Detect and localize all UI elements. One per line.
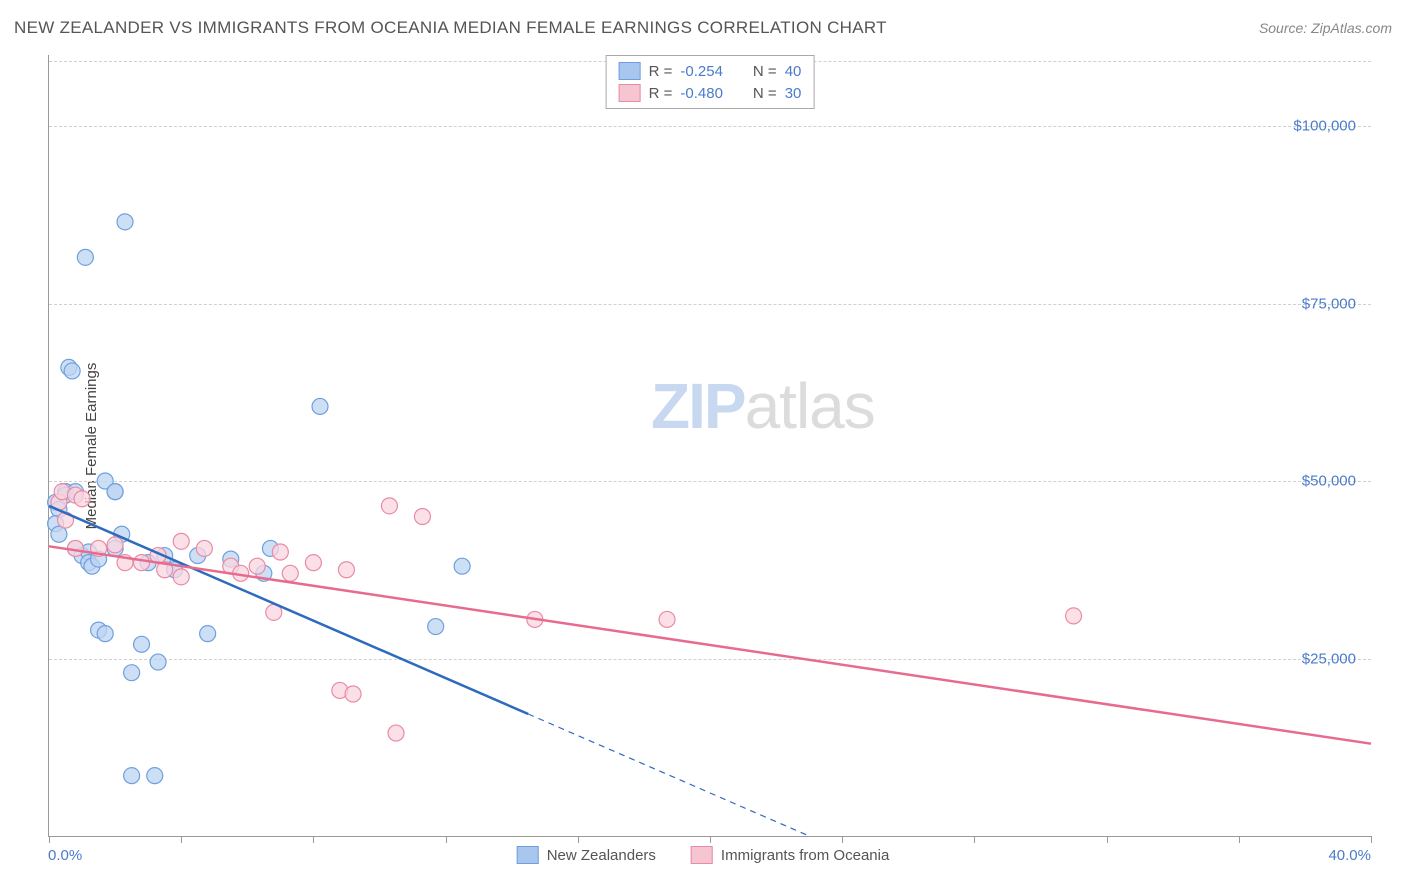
- data-point: [272, 544, 288, 560]
- data-point: [134, 555, 150, 571]
- data-point: [338, 562, 354, 578]
- x-tick: [181, 836, 182, 843]
- data-point: [173, 569, 189, 585]
- data-point: [147, 768, 163, 784]
- data-point: [659, 611, 675, 627]
- legend-r-value: -0.480: [680, 85, 723, 102]
- legend-swatch: [619, 62, 641, 80]
- data-point: [1066, 608, 1082, 624]
- chart-source: Source: ZipAtlas.com: [1259, 20, 1392, 36]
- x-min-label: 0.0%: [48, 847, 82, 864]
- series-legend: New Zealanders Immigrants from Oceania: [517, 846, 890, 864]
- legend-n-label: N =: [753, 63, 777, 80]
- x-tick: [1371, 836, 1372, 843]
- legend-r-label: R =: [649, 85, 673, 102]
- legend-n-value: 40: [785, 63, 802, 80]
- chart-header: NEW ZEALANDER VS IMMIGRANTS FROM OCEANIA…: [14, 18, 1392, 38]
- data-point: [414, 509, 430, 525]
- legend-swatch: [691, 846, 713, 864]
- series-legend-label: New Zealanders: [547, 847, 656, 864]
- data-point: [77, 249, 93, 265]
- data-point: [107, 537, 123, 553]
- legend-row: R = -0.480 N = 30: [619, 82, 802, 104]
- x-tick: [974, 836, 975, 843]
- data-point: [381, 498, 397, 514]
- legend-swatch: [517, 846, 539, 864]
- data-point: [200, 626, 216, 642]
- legend-n-value: 30: [785, 85, 802, 102]
- data-point: [150, 654, 166, 670]
- x-tick: [1107, 836, 1108, 843]
- data-point: [124, 768, 140, 784]
- data-point: [196, 540, 212, 556]
- legend-r-value: -0.254: [680, 63, 723, 80]
- data-point: [345, 686, 361, 702]
- plot-area: $25,000$50,000$75,000$100,000 ZIPatlas R…: [48, 55, 1371, 837]
- data-point: [124, 665, 140, 681]
- data-point: [64, 363, 80, 379]
- x-tick: [446, 836, 447, 843]
- data-point: [134, 636, 150, 652]
- legend-n-label: N =: [753, 85, 777, 102]
- correlation-legend: R = -0.254 N = 40 R = -0.480 N = 30: [606, 55, 815, 109]
- legend-swatch: [619, 84, 641, 102]
- chart-canvas: [49, 55, 1371, 836]
- data-point: [428, 619, 444, 635]
- series-legend-item: Immigrants from Oceania: [691, 846, 889, 864]
- data-point: [173, 533, 189, 549]
- data-point: [117, 214, 133, 230]
- chart-title: NEW ZEALANDER VS IMMIGRANTS FROM OCEANIA…: [14, 18, 887, 38]
- data-point: [312, 398, 328, 414]
- x-tick: [49, 836, 50, 843]
- data-point: [282, 565, 298, 581]
- data-point: [454, 558, 470, 574]
- x-tick: [842, 836, 843, 843]
- x-max-label: 40.0%: [1328, 847, 1371, 864]
- x-tick: [313, 836, 314, 843]
- data-point: [51, 526, 67, 542]
- series-legend-label: Immigrants from Oceania: [721, 847, 889, 864]
- trend-line: [49, 546, 1371, 743]
- x-tick: [578, 836, 579, 843]
- data-point: [107, 484, 123, 500]
- legend-r-label: R =: [649, 63, 673, 80]
- data-point: [97, 626, 113, 642]
- x-tick: [710, 836, 711, 843]
- data-point: [305, 555, 321, 571]
- series-legend-item: New Zealanders: [517, 846, 656, 864]
- data-point: [388, 725, 404, 741]
- x-tick: [1239, 836, 1240, 843]
- legend-row: R = -0.254 N = 40: [619, 60, 802, 82]
- trend-line-extrapolated: [528, 714, 809, 836]
- trend-line: [49, 506, 528, 714]
- data-point: [74, 491, 90, 507]
- data-point: [249, 558, 265, 574]
